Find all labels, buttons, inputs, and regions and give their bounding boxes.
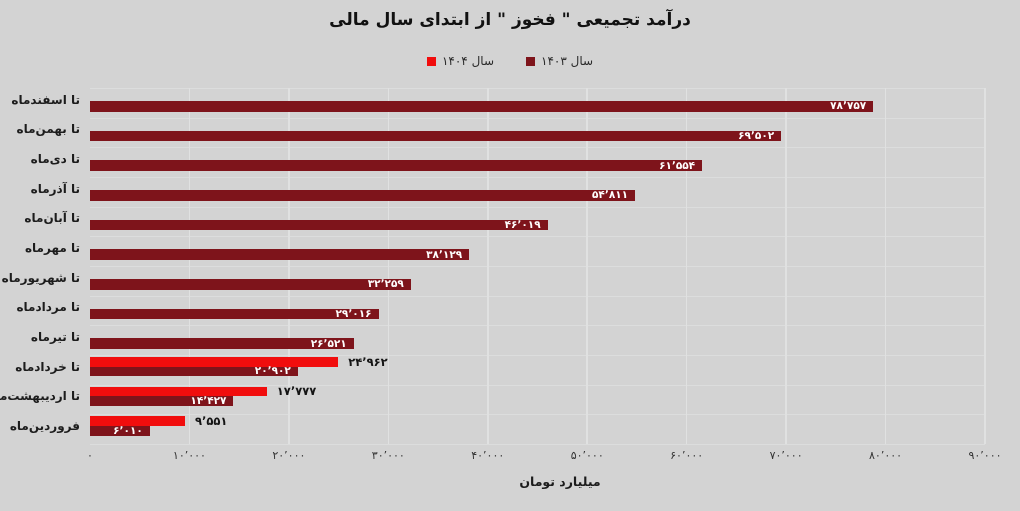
x-tick-30000: ۳۰٬۰۰۰ (371, 449, 405, 462)
category-label-10: تا اردیبهشت‌ماه (0, 389, 80, 404)
value-label-1403-7: ۲۹٬۰۱۶ (335, 307, 372, 320)
value-label-1403-4: ۴۶٬۰۱۹ (504, 218, 541, 231)
bar-1403-11: ۶٬۰۱۰ (90, 424, 150, 437)
x-tick-50000: ۵۰٬۰۰۰ (570, 449, 604, 462)
bar-1403-4: ۴۶٬۰۱۹ (90, 218, 548, 231)
category-label-1: تا بهمن‌ماه (16, 122, 80, 137)
legend-label-1403: سال ۱۴۰۳ (541, 54, 594, 68)
bar-1403-3: ۵۴٬۸۱۱ (90, 189, 636, 202)
gridline-h-12 (90, 444, 985, 445)
gridline-h-11 (90, 414, 985, 416)
x-axis-title: میلیارد تومان (519, 474, 601, 489)
bar-1403-0: ۷۸٬۷۵۷ (90, 100, 874, 113)
x-tick-90000: ۹۰٬۰۰۰ (968, 449, 1002, 462)
gridline-h-10 (90, 384, 985, 386)
category-label-2: تا دی‌ماه (30, 151, 80, 166)
category-label-3: تا آذرماه (30, 181, 80, 196)
category-axis-labels: تا اسفندماه تا بهمن‌ماه تا دی‌ماه تا آذرماه… (0, 88, 85, 444)
category-label-6: تا شهریورماه (1, 270, 80, 285)
value-label-1403-11: ۶٬۰۱۰ (113, 424, 143, 437)
category-label-4: تا آبان‌ماه (24, 211, 80, 226)
gridline-v-60000 (685, 88, 688, 444)
bar-1403-9: ۲۰٬۹۰۲ (90, 365, 298, 378)
category-label-0: تا اسفندماه (11, 92, 80, 107)
value-label-1404-9: ۲۴٬۹۶۲ (348, 354, 388, 369)
bar-1403-7: ۲۹٬۰۱۶ (90, 307, 379, 320)
chart-legend: سال ۱۴۰۴ سال ۱۴۰۳ (0, 54, 1020, 68)
legend-item-1403: سال ۱۴۰۳ (526, 54, 593, 68)
gridline-h-6 (90, 266, 985, 267)
gridline-v-70000 (785, 88, 787, 444)
bar-1404-11 (90, 416, 185, 426)
gridline-h-9 (90, 355, 985, 356)
value-label-1403-6: ۳۲٬۲۵۹ (367, 278, 404, 291)
x-tick-20000: ۲۰٬۰۰۰ (272, 449, 306, 462)
bar-1403-1: ۶۹٬۵۰۲ (90, 129, 782, 142)
gridline-h-8 (90, 325, 985, 327)
gridline-v-40000 (487, 88, 489, 444)
value-label-1403-1: ۶۹٬۵۰۲ (738, 129, 775, 142)
gridline-h-7 (90, 295, 985, 297)
x-tick-40000: ۴۰٬۰۰۰ (471, 449, 505, 462)
gridline-h-2 (90, 147, 985, 149)
category-label-8: تا تیرماه (30, 329, 80, 344)
value-label-1403-10: ۱۴٬۴۲۷ (190, 395, 227, 408)
value-label-1403-0: ۷۸٬۷۵۷ (830, 100, 867, 113)
gridline-v-90000 (984, 88, 986, 444)
category-label-9: تا خردادماه (15, 359, 80, 374)
gridline-v-10000 (188, 88, 191, 444)
bar-1404-10 (90, 386, 267, 397)
value-label-1403-5: ۳۸٬۱۲۹ (426, 248, 463, 261)
gridline-v-50000 (586, 88, 588, 444)
chart-title: درآمد تجمیعی " فخوز " از ابتدای سال مالی (329, 10, 691, 30)
bar-1403-8: ۲۶٬۵۲۱ (90, 337, 354, 350)
x-axis-tick-labels: ۰ ۱۰٬۰۰۰ ۲۰٬۰۰۰ ۳۰٬۰۰۰ ۴۰٬۰۰۰ ۵۰٬۰۰۰ ۶۰٬۰۰۰ ۷۰٬… (0, 449, 1020, 467)
value-label-1403-3: ۵۴٬۸۱۱ (592, 189, 629, 202)
bar-1403-5: ۳۸٬۱۲۹ (90, 248, 470, 261)
gridline-v-20000 (288, 88, 290, 444)
legend-item-1404: سال ۱۴۰۴ (426, 54, 494, 68)
gridline-v-80000 (884, 88, 887, 444)
legend-swatch-1404-icon (426, 56, 436, 66)
bar-1403-10: ۱۴٬۴۲۷ (90, 395, 234, 408)
gridline-h-3 (90, 177, 985, 178)
category-label-5: تا مهرماه (24, 240, 80, 255)
gridline-h-4 (90, 206, 985, 208)
bar-1403-6: ۳۲٬۲۵۹ (90, 278, 411, 291)
gridline-h-0 (90, 88, 985, 89)
value-label-1404-10: ۱۷٬۷۷۷ (276, 384, 317, 399)
value-label-1404-11: ۹٬۵۵۱ (194, 413, 228, 428)
bar-1403-2: ۶۱٬۵۵۴ (90, 159, 703, 172)
x-tick-0: ۰ (87, 449, 93, 462)
category-label-11: فروردین‌ماه (9, 418, 80, 433)
x-tick-60000: ۶۰٬۰۰۰ (670, 449, 704, 462)
gridline-v-30000 (387, 88, 390, 444)
legend-label-1404: سال ۱۴۰۴ (441, 54, 494, 68)
value-label-1403-8: ۲۶٬۵۲۱ (310, 337, 347, 350)
x-tick-70000: ۷۰٬۰۰۰ (769, 449, 803, 462)
legend-swatch-1403-icon (526, 56, 535, 66)
value-label-1403-9: ۲۰٬۹۰۲ (254, 365, 291, 378)
plot-area: ۷۸٬۷۵۷ ۶۹٬۵۰۲ ۶۱٬۵۵۴ ۵۴٬۸۱۱ ۴۶٬۰۱۹ ۳۸٬۱۲۹ ۳۲٬۲… (90, 88, 986, 445)
x-tick-10000: ۱۰٬۰۰۰ (172, 449, 206, 462)
gridline-h-1 (90, 117, 985, 119)
bar-1404-9 (90, 357, 339, 367)
value-label-1403-2: ۶۱٬۵۵۴ (659, 159, 696, 172)
x-tick-80000: ۸۰٬۰۰۰ (869, 449, 903, 462)
category-label-7: تا مردادماه (16, 300, 80, 315)
gridline-h-5 (90, 236, 985, 238)
